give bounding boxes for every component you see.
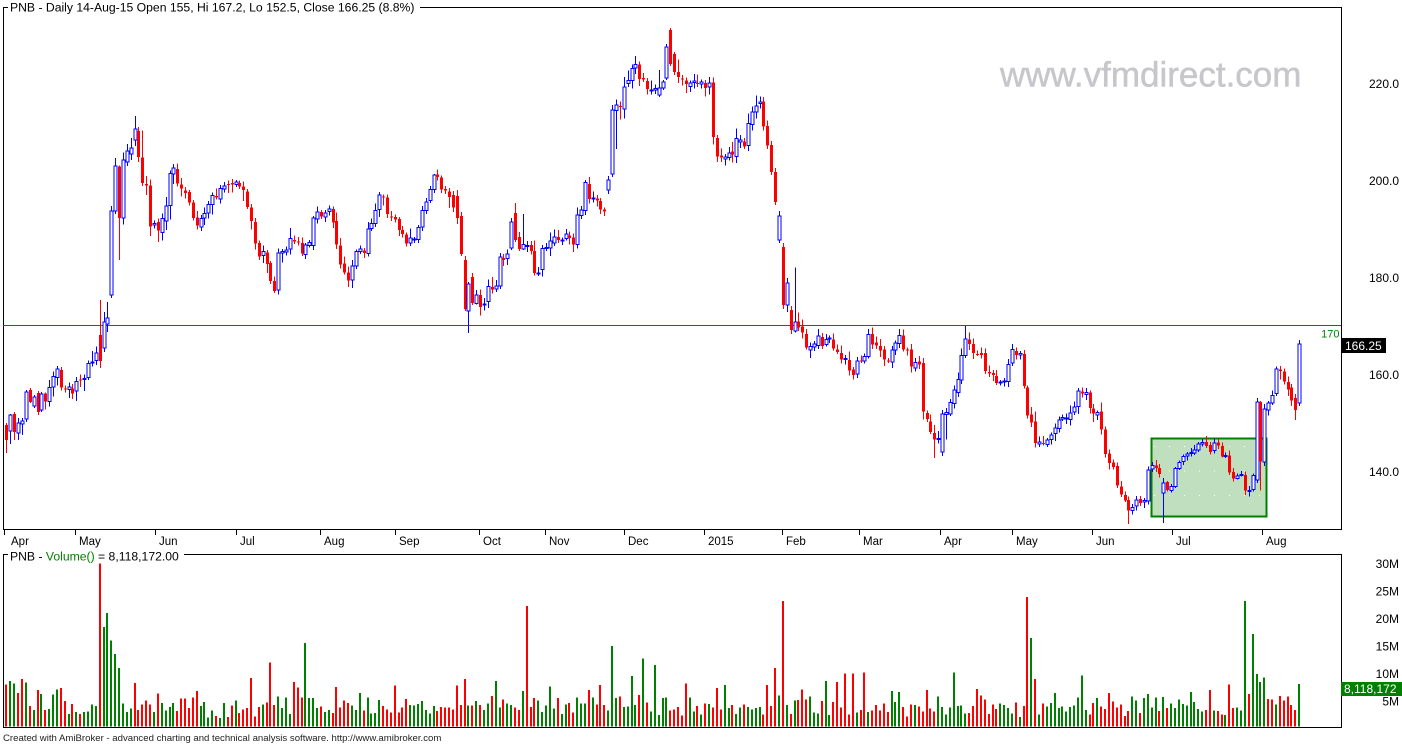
svg-text:Oct: Oct: [483, 536, 502, 548]
svg-text:Aug: Aug: [324, 536, 344, 548]
svg-text:30M: 30M: [1376, 557, 1399, 571]
svg-text:8,118,172: 8,118,172: [1344, 682, 1397, 696]
svg-text:10M: 10M: [1376, 667, 1399, 681]
svg-text:Jul: Jul: [240, 536, 255, 548]
svg-text:www.vfmdirect.com: www.vfmdirect.com: [999, 56, 1301, 95]
svg-text:May: May: [1016, 536, 1038, 548]
svg-text:Jun: Jun: [159, 536, 178, 548]
svg-text:Nov: Nov: [549, 536, 570, 548]
svg-text:May: May: [79, 536, 101, 548]
svg-text:170: 170: [1321, 329, 1339, 341]
svg-text:166.25: 166.25: [1345, 339, 1382, 353]
svg-text:Jul: Jul: [1176, 536, 1191, 548]
svg-text:200.0: 200.0: [1369, 174, 1399, 188]
svg-text:Sep: Sep: [399, 536, 419, 548]
svg-text:25M: 25M: [1376, 585, 1399, 599]
svg-text:2015: 2015: [708, 536, 734, 548]
svg-text:Feb: Feb: [786, 536, 806, 548]
svg-text:140.0: 140.0: [1369, 465, 1399, 479]
svg-text:PNB - Volume() = 8,118,172.00: PNB - Volume() = 8,118,172.00: [10, 550, 179, 564]
svg-text:Dec: Dec: [628, 536, 649, 548]
svg-text:20M: 20M: [1376, 612, 1399, 626]
svg-text:PNB - Daily 14-Aug-15 Open 155: PNB - Daily 14-Aug-15 Open 155, Hi 167.2…: [10, 1, 414, 15]
svg-text:180.0: 180.0: [1369, 271, 1399, 285]
svg-text:Aug: Aug: [1266, 536, 1286, 548]
svg-text:Mar: Mar: [863, 536, 883, 548]
svg-text:Jun: Jun: [1096, 536, 1115, 548]
svg-text:Apr: Apr: [944, 536, 962, 548]
svg-text:15M: 15M: [1376, 640, 1399, 654]
svg-text:220.0: 220.0: [1369, 77, 1399, 91]
svg-text:160.0: 160.0: [1369, 368, 1399, 382]
svg-text:Created with AmiBroker - advan: Created with AmiBroker - advanced charti…: [3, 733, 441, 744]
svg-text:Apr: Apr: [11, 536, 29, 548]
svg-text:5M: 5M: [1382, 695, 1399, 709]
